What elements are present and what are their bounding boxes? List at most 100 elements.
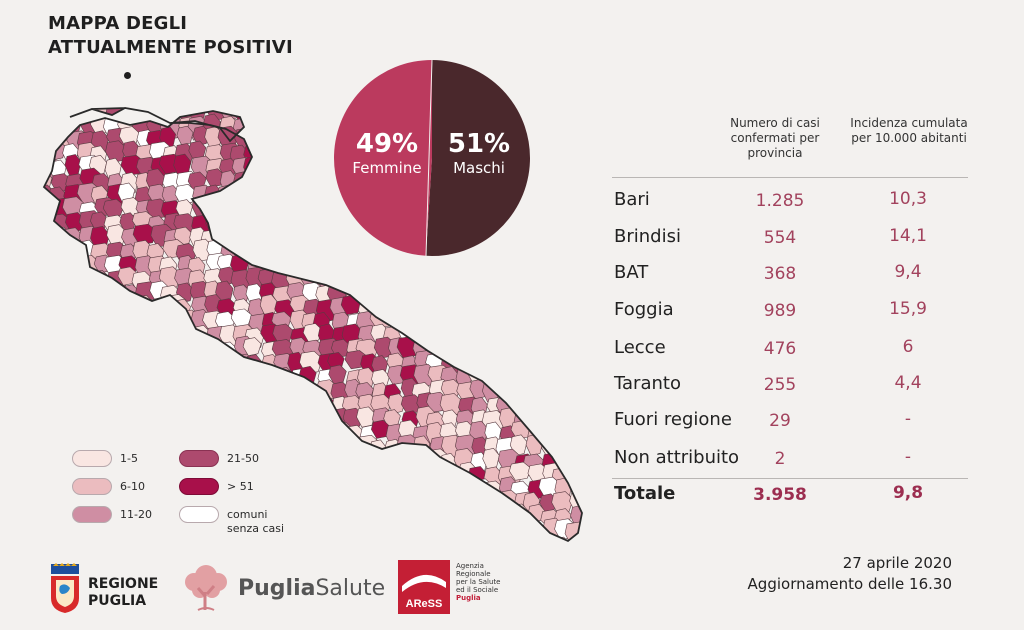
map-municipality	[542, 155, 565, 178]
map-municipality	[580, 326, 582, 347]
cases-value: 368	[763, 264, 797, 284]
aress-line: ed il Sociale	[456, 586, 499, 594]
map-municipality	[261, 183, 282, 206]
map-municipality	[356, 282, 376, 305]
map-municipality	[216, 184, 236, 207]
map-municipality	[369, 439, 387, 464]
map-municipality	[150, 325, 168, 346]
map-municipality	[48, 116, 68, 141]
map-municipality	[104, 296, 123, 318]
map-municipality	[285, 182, 305, 203]
map-municipality	[301, 396, 324, 421]
map-municipality	[553, 184, 577, 208]
map-municipality	[44, 228, 61, 253]
map-municipality	[598, 438, 610, 458]
map-municipality	[400, 450, 422, 471]
map-municipality	[593, 268, 610, 291]
map-municipality	[290, 139, 314, 165]
table-row: BAT 368 9,4	[612, 261, 968, 295]
map-municipality	[317, 535, 343, 541]
map-municipality	[52, 465, 73, 490]
map-municipality	[458, 311, 483, 331]
map-municipality	[49, 108, 74, 121]
map-municipality	[51, 437, 75, 462]
map-municipality	[286, 379, 305, 402]
map-municipality	[46, 508, 69, 532]
map-municipality	[259, 199, 284, 219]
legend-swatch	[72, 506, 112, 523]
map-municipality	[553, 108, 576, 124]
map-municipality	[551, 340, 571, 360]
map-municipality	[565, 349, 582, 375]
map-municipality	[76, 423, 94, 445]
map-municipality	[508, 340, 529, 363]
map-municipality	[276, 226, 293, 251]
map-municipality	[480, 308, 506, 331]
map-municipality	[44, 367, 60, 389]
map-municipality	[411, 517, 434, 539]
map-municipality	[206, 408, 229, 430]
map-municipality	[397, 477, 421, 500]
map-municipality	[273, 421, 291, 446]
map-municipality	[46, 351, 66, 371]
map-municipality	[485, 519, 504, 541]
map-municipality	[106, 393, 125, 414]
map-municipality	[499, 324, 524, 349]
map-municipality	[92, 410, 114, 430]
map-municipality	[372, 491, 396, 516]
map-municipality	[285, 169, 306, 190]
map-municipality	[303, 406, 325, 429]
map-municipality	[594, 101, 610, 119]
table-row: Taranto 255 4,4	[612, 372, 968, 406]
map-municipality	[443, 520, 466, 541]
map-municipality	[398, 270, 420, 295]
cases-value: 1.285	[755, 191, 805, 211]
map-municipality	[146, 367, 168, 392]
map-municipality	[231, 395, 256, 419]
map-municipality	[528, 226, 552, 247]
map-municipality	[61, 421, 79, 442]
map-municipality	[555, 225, 575, 248]
map-municipality	[470, 324, 488, 348]
map-municipality	[594, 336, 610, 354]
map-municipality	[44, 423, 51, 447]
map-municipality	[551, 366, 574, 386]
map-municipality	[598, 493, 610, 514]
map-municipality	[163, 352, 182, 377]
map-municipality	[513, 354, 537, 374]
map-municipality	[565, 153, 582, 174]
map-municipality	[145, 396, 171, 421]
map-municipality	[131, 363, 152, 383]
map-municipality	[456, 296, 480, 319]
map-municipality	[287, 127, 307, 152]
map-municipality	[176, 125, 194, 146]
map-municipality	[177, 354, 195, 379]
map-municipality	[594, 482, 610, 505]
map-municipality	[509, 537, 527, 541]
province-name: Bari	[614, 189, 650, 210]
map-municipality	[191, 410, 211, 436]
cases-value: 554	[763, 228, 797, 248]
map-municipality	[555, 156, 577, 176]
map-municipality	[595, 112, 610, 134]
aress-text: Agenzia Regionale per la Salute ed il So…	[456, 562, 526, 602]
map-municipality	[582, 271, 603, 292]
map-municipality	[132, 338, 152, 362]
legend-item-no-cases: comuni senza casi	[179, 506, 293, 536]
legend-swatch	[72, 450, 112, 467]
map-municipality	[467, 505, 492, 527]
map-municipality	[329, 504, 347, 525]
map-municipality	[553, 411, 577, 432]
map-municipality	[416, 504, 437, 526]
aress-highlight: Puglia	[456, 594, 481, 602]
map-municipality	[580, 537, 582, 541]
map-municipality	[597, 283, 610, 301]
map-municipality	[430, 520, 454, 541]
map-municipality	[76, 397, 99, 421]
map-municipality	[581, 226, 582, 246]
map-municipality	[104, 380, 123, 401]
maschi-label-group: 51% Maschi	[440, 129, 518, 177]
map-municipality	[581, 364, 582, 387]
map-municipality	[343, 534, 368, 541]
map-municipality	[596, 366, 610, 386]
